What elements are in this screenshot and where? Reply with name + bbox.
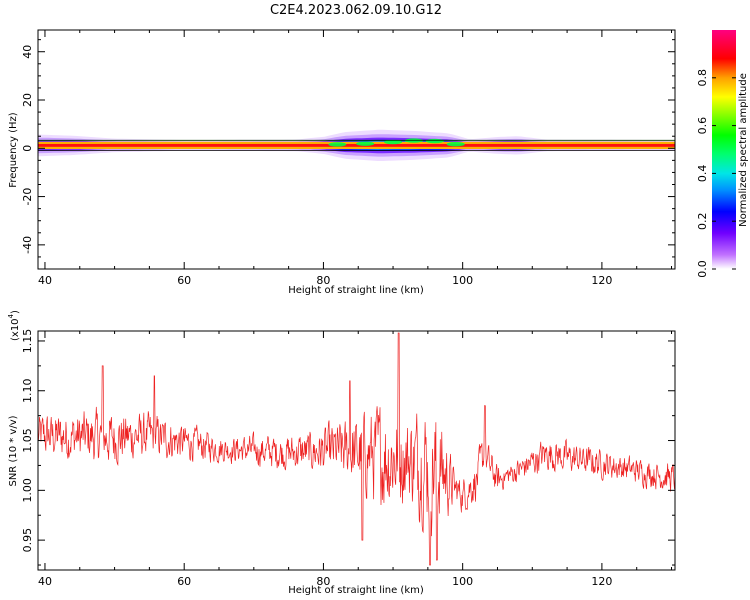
colorbar: 0.0 0.2 0.4 0.6 0.8 Normalized spectral ampl… — [696, 30, 749, 278]
snr-multiplier: (x104) — [7, 310, 21, 341]
snr-ytick-label: 0.95 — [21, 528, 34, 553]
spectrogram-xtick-label: 40 — [38, 274, 52, 287]
snr-series-line — [38, 332, 675, 566]
snr-xtick-label: 80 — [316, 575, 330, 588]
colorbar-tick-label: 0.6 — [696, 117, 709, 135]
snr-xtick-label: 120 — [591, 575, 612, 588]
colorbar-tick-label: 0.4 — [696, 165, 709, 183]
spectrogram-spot — [356, 141, 375, 146]
colorbar-tick-label: 0.2 — [696, 212, 709, 230]
snr-ytick-label: 1.00 — [21, 478, 34, 503]
snr-ytick-label: 1.10 — [21, 379, 34, 404]
snr-ylabel: SNR (10 * v/v) — [8, 415, 19, 486]
spectrogram-band-peak — [38, 143, 675, 147]
figure-title: C2E4.2023.062.09.10.G12 — [270, 3, 442, 18]
spectrogram-spot — [425, 138, 444, 144]
spectrogram-xtick-label: 120 — [591, 274, 612, 287]
spectrogram-ytick-label: 0 — [21, 145, 34, 152]
spectrogram-xtick-label: 100 — [452, 274, 473, 287]
snr-xtick-label: 40 — [38, 575, 52, 588]
snr-panel: 40 60 80 100 120 0.95 1.00 1.05 1.10 1.15 Height … — [7, 310, 676, 596]
snr-ytick-label: 1.15 — [21, 329, 34, 354]
snr-ytick-label: 1.05 — [21, 428, 34, 453]
snr-xtick-label: 60 — [177, 575, 191, 588]
spectrogram-spot — [384, 139, 403, 145]
snr-xtick-label: 100 — [452, 575, 473, 588]
spectrogram-ytick-label: -40 — [21, 236, 34, 254]
spectrogram-ticks: 40 60 80 100 120 -40 -20 0 20 40 — [21, 30, 675, 287]
colorbar-ticks: 0.0 0.2 0.4 0.6 0.8 — [696, 69, 736, 278]
spectrogram-xlabel: Height of straight line (km) — [288, 285, 424, 296]
spectrogram-ytick-label: -20 — [21, 188, 34, 206]
spectrogram-ylabel: Frequency (Hz) — [8, 112, 19, 188]
spectrogram-spot — [328, 142, 347, 147]
spectrogram-xtick-label: 80 — [316, 274, 330, 287]
snr-xlabel: Height of straight line (km) — [288, 585, 424, 596]
colorbar-tick-label: 0.8 — [696, 69, 709, 87]
colorbar-tick-label: 0.0 — [696, 260, 709, 278]
snr-frame — [37, 330, 676, 571]
colorbar-label: Normalized spectral amplitude — [738, 73, 749, 227]
spectrogram-heatmap — [38, 129, 675, 161]
spectrogram-xtick-label: 60 — [177, 274, 191, 287]
spectrogram-ytick-label: 20 — [21, 93, 34, 107]
spectrogram-panel: 40 60 80 100 120 -40 -20 0 20 40 Height of straig… — [8, 29, 676, 296]
spectrogram-ytick-label: 40 — [21, 45, 34, 59]
colorbar-gradient — [712, 30, 736, 269]
spectrogram-spot — [446, 141, 465, 147]
snr-ticks: 40 60 80 100 120 0.95 1.00 1.05 1.10 1.15 — [21, 329, 675, 588]
spectrogram-frame — [37, 29, 676, 270]
